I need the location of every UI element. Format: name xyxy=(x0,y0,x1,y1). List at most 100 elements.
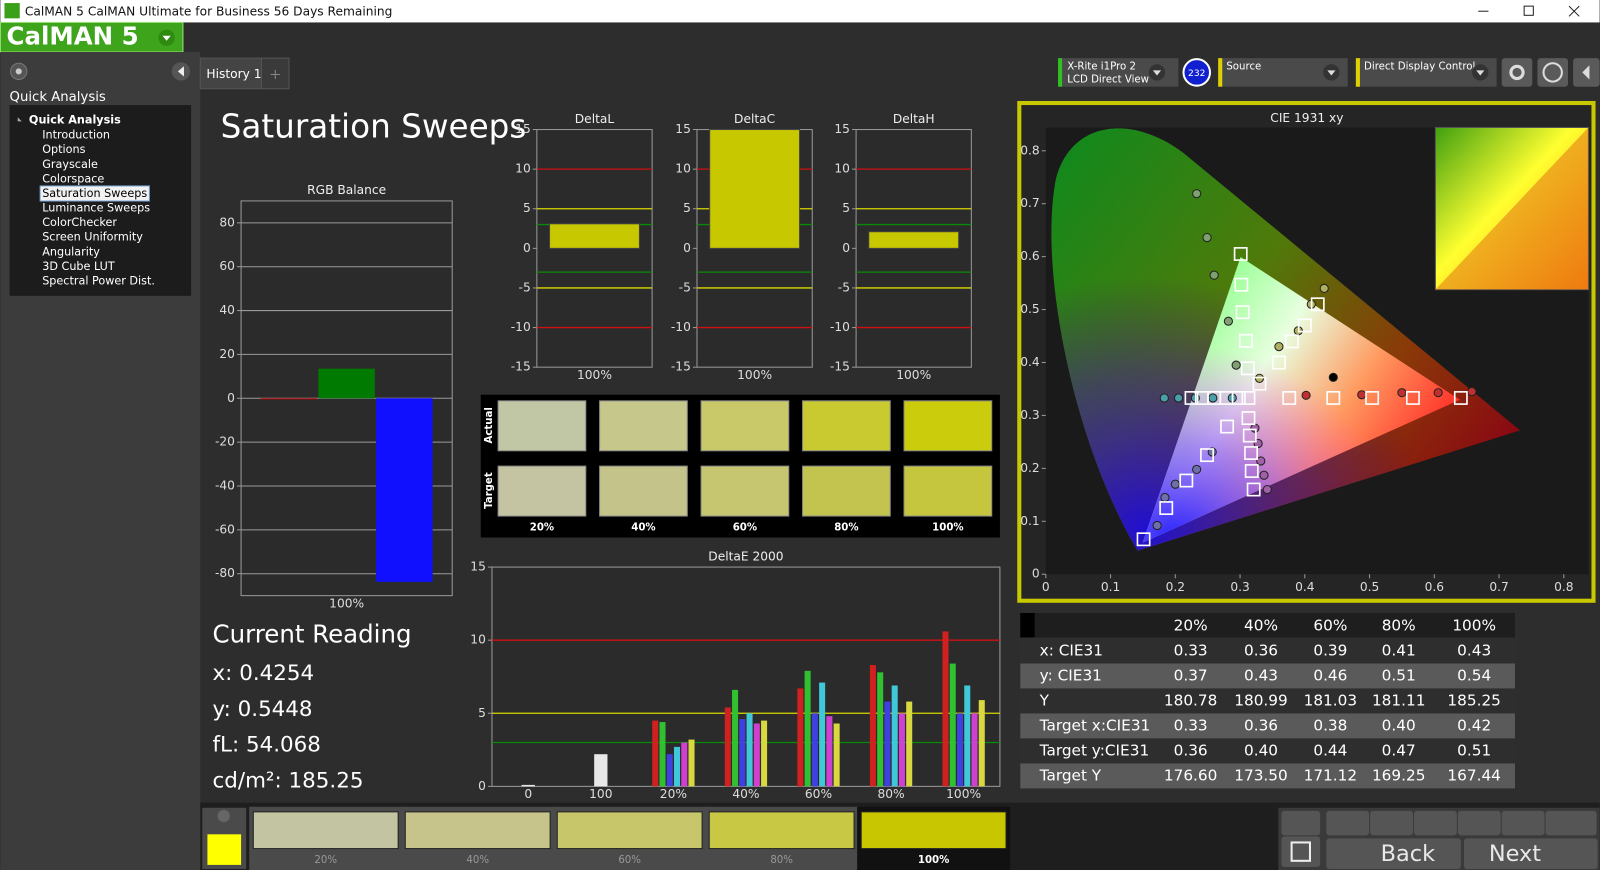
measured-point xyxy=(1256,456,1266,466)
y-tick-label: 5 xyxy=(842,201,850,215)
table-cell: 0.46 xyxy=(1313,667,1347,685)
x-tick-label: 20% xyxy=(660,787,687,801)
help-button[interactable] xyxy=(1537,58,1569,87)
tree-item[interactable]: Luminance Sweeps xyxy=(42,202,150,215)
tree-item[interactable]: Grayscale xyxy=(42,158,98,171)
measured-point xyxy=(1250,423,1260,433)
y-tick-label: -80 xyxy=(215,566,235,580)
table-row-bg xyxy=(1020,713,1515,739)
film-swatch xyxy=(556,811,703,850)
next-button[interactable] xyxy=(1463,838,1598,869)
logo-button[interactable] xyxy=(0,21,184,53)
tree-item[interactable]: Screen Uniformity xyxy=(42,231,143,244)
table-header-bg xyxy=(1020,612,1515,638)
filmstrip-up[interactable] xyxy=(217,809,230,823)
display-status xyxy=(1355,58,1360,87)
table-cell: 0.40 xyxy=(1244,742,1278,760)
back-label: Back xyxy=(1381,841,1435,867)
film-swatch xyxy=(708,811,855,850)
stop-measure[interactable] xyxy=(1326,810,1370,836)
table-cell: 0.36 xyxy=(1244,642,1278,660)
y-tick-label: -60 xyxy=(215,522,235,536)
bar xyxy=(549,223,640,249)
table-cell: 181.03 xyxy=(1304,692,1357,710)
y-tick-label: 0.8 xyxy=(1020,143,1039,157)
settings-button[interactable] xyxy=(1501,58,1533,87)
table-header: 80% xyxy=(1382,617,1416,635)
table-row-label: x: CIE31 xyxy=(1040,642,1103,660)
swatch-label: 80% xyxy=(834,522,858,533)
target-point xyxy=(1233,247,1248,261)
nav-up[interactable] xyxy=(1281,810,1321,836)
y-tick-label: 5 xyxy=(683,201,691,215)
tree-root[interactable]: Quick Analysis xyxy=(29,113,121,126)
y-tick-label: -5 xyxy=(838,280,850,294)
bar xyxy=(906,701,913,787)
target-point xyxy=(1159,501,1174,515)
x-tick-label: 0 xyxy=(1042,580,1050,594)
maximize-button[interactable] xyxy=(1523,5,1534,16)
measured-point xyxy=(1192,189,1202,199)
data-table: 20% 40% 60% 80% 100% x: CIE31 0.33 0.36 0.39 0.41… xyxy=(1020,612,1515,789)
x-tick-label: 0.8 xyxy=(1554,580,1573,594)
tree-item[interactable]: ColorChecker xyxy=(42,216,117,229)
bar xyxy=(869,665,876,787)
loop-measure[interactable] xyxy=(1457,810,1501,836)
badge[interactable] xyxy=(1182,58,1212,87)
bar xyxy=(797,688,804,787)
tree-item[interactable]: Options xyxy=(42,143,85,156)
x-tick-label: 0.5 xyxy=(1360,580,1379,594)
bar xyxy=(666,754,673,787)
target-point xyxy=(1200,448,1214,463)
table-cell: 0.41 xyxy=(1382,642,1416,660)
target-point xyxy=(1240,361,1255,376)
tree-item[interactable]: Spectral Power Dist. xyxy=(42,275,155,288)
tree-item[interactable]: 3D Cube LUT xyxy=(42,260,115,273)
close-button[interactable] xyxy=(1568,5,1580,17)
tree-item[interactable]: Saturation Sweeps xyxy=(42,187,147,200)
y-tick-label: -15 xyxy=(830,360,850,374)
table-row-label: y: CIE31 xyxy=(1040,667,1102,685)
back-button[interactable] xyxy=(1326,838,1461,869)
stop-button[interactable] xyxy=(1281,836,1321,867)
play-measure[interactable] xyxy=(1370,810,1413,836)
chart-title: DeltaH xyxy=(893,112,935,126)
chart-title: CIE 1931 xy xyxy=(1270,111,1343,125)
target-point xyxy=(1179,473,1194,488)
target-point xyxy=(1310,297,1325,312)
measured-point xyxy=(1207,447,1217,457)
confirm-measure[interactable] xyxy=(1545,810,1597,836)
refresh-measure[interactable] xyxy=(1501,810,1545,836)
fit-measure[interactable] xyxy=(1413,810,1457,836)
tree-item[interactable]: Introduction xyxy=(42,129,110,142)
table-row-label: Target Y xyxy=(1039,767,1102,785)
bar xyxy=(594,754,608,787)
target-point xyxy=(1238,333,1253,348)
y-tick-label: 0.7 xyxy=(1020,196,1039,210)
tree-item[interactable]: Angularity xyxy=(42,245,100,258)
reading-line: y: 0.5448 xyxy=(213,697,313,722)
tree-item[interactable]: Colorspace xyxy=(42,172,104,185)
tab[interactable] xyxy=(199,57,262,90)
table-cell: 181.11 xyxy=(1372,692,1425,710)
gear-icon xyxy=(1509,64,1525,81)
y-tick-label: -15 xyxy=(511,360,531,374)
table-cell: 0.40 xyxy=(1382,717,1416,735)
display-name: Direct Display Control xyxy=(1364,61,1475,72)
bar xyxy=(942,631,949,787)
table-cell: 185.25 xyxy=(1447,692,1500,710)
target-point xyxy=(1194,391,1209,405)
bar xyxy=(260,398,318,400)
chart-title: RGB Balance xyxy=(307,183,386,197)
swatch-row-label: Target xyxy=(484,472,495,509)
swatch-grid: Actual Target 20% 40% 60% 80% 100% xyxy=(484,400,993,533)
measured-point xyxy=(1357,390,1367,400)
measured-point xyxy=(1254,373,1265,383)
target-swatch xyxy=(903,465,993,517)
current-color xyxy=(207,834,242,865)
film-swatch xyxy=(404,811,551,850)
table-cell: 0.33 xyxy=(1174,717,1208,735)
actual-swatch xyxy=(497,400,587,452)
y-tick-label: 0 xyxy=(523,241,531,255)
